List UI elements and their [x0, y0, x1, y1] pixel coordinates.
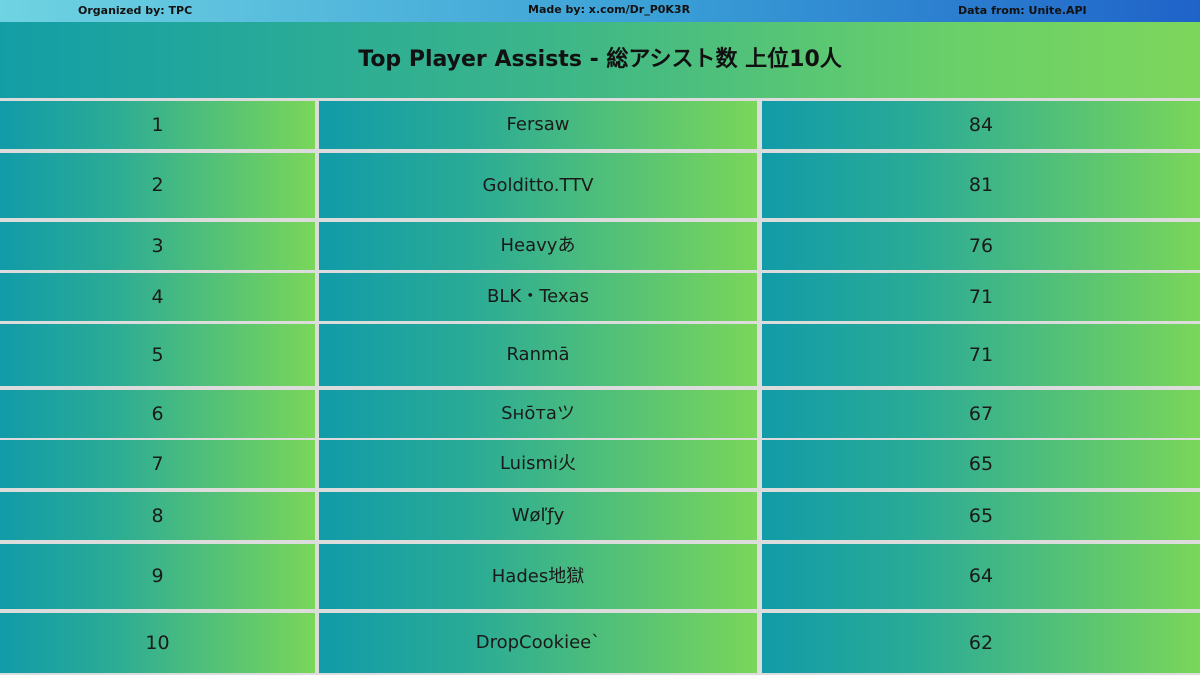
rank-cell: 6	[0, 390, 315, 438]
rank-cell: 1	[0, 101, 315, 149]
rank-cell: 10	[0, 613, 315, 673]
player-name-cell: Heavyあ	[319, 222, 757, 270]
rank-cell: 2	[0, 153, 315, 218]
player-name-cell: BLK・Texas	[319, 273, 757, 321]
player-name-cell: Wøľƒy	[319, 492, 757, 540]
assists-cell: 65	[762, 492, 1200, 540]
assists-cell: 71	[762, 273, 1200, 321]
assists-table: 1 Fersaw 84 2 Golditto.TTV 81 3 Heavyあ 76 4 BLK・Te…	[0, 98, 1200, 675]
player-name-cell: Hades地獄	[319, 544, 757, 609]
rank-cell: 4	[0, 273, 315, 321]
data-source-credit: Data from: Unite.API	[958, 4, 1087, 17]
title-band: Top Player Assists - 総アシスト数 上位10人	[0, 22, 1200, 98]
rank-cell: 5	[0, 324, 315, 386]
chart-title: Top Player Assists - 総アシスト数 上位10人	[358, 47, 842, 72]
organizer-credit: Organized by: TPC	[78, 4, 193, 17]
player-name-cell: Fersaw	[319, 101, 757, 149]
credits-bar: Organized by: TPC Made by: x.com/Dr_P0K3…	[0, 0, 1200, 22]
rank-cell: 8	[0, 492, 315, 540]
assists-cell: 81	[762, 153, 1200, 218]
assists-cell: 67	[762, 390, 1200, 438]
assists-cell: 65	[762, 440, 1200, 488]
assists-cell: 84	[762, 101, 1200, 149]
player-name-cell: Luismi火	[319, 440, 757, 488]
rank-cell: 9	[0, 544, 315, 609]
author-credit: Made by: x.com/Dr_P0K3R	[528, 3, 691, 16]
player-name-cell: Sнōтаツ	[319, 390, 757, 438]
player-name-cell: Ranmā	[319, 324, 757, 386]
assists-cell: 62	[762, 613, 1200, 673]
assists-cell: 71	[762, 324, 1200, 386]
assists-cell: 64	[762, 544, 1200, 609]
player-name-cell: DropCookiee`	[319, 613, 757, 673]
player-name-cell: Golditto.TTV	[319, 153, 757, 218]
assists-cell: 76	[762, 222, 1200, 270]
rank-cell: 7	[0, 440, 315, 488]
rank-cell: 3	[0, 222, 315, 270]
